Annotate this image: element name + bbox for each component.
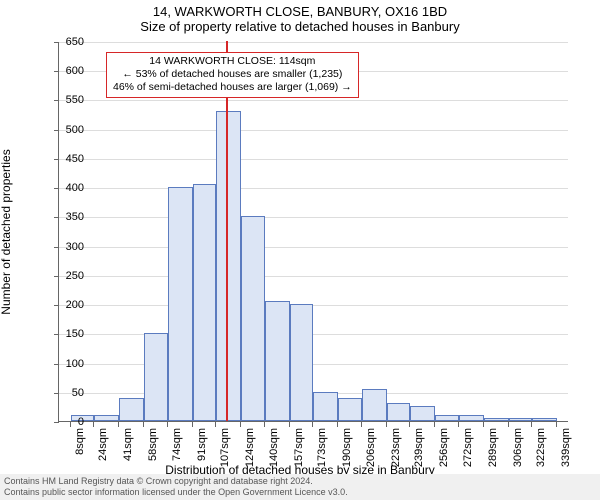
histogram-bar	[193, 184, 217, 421]
y-axis-label: Number of detached properties	[0, 149, 13, 314]
x-tick-label: 256sqm	[438, 428, 450, 467]
histogram-bar	[532, 418, 557, 421]
x-tick-label: 124sqm	[244, 428, 256, 467]
histogram-bar	[362, 389, 387, 421]
annotation-line2: ← 53% of detached houses are smaller (1,…	[113, 68, 352, 81]
histogram-bar	[119, 398, 144, 421]
x-tick-label: 190sqm	[341, 428, 353, 467]
x-tick-mark	[312, 422, 313, 427]
histogram-bar	[241, 216, 265, 421]
x-tick-mark	[215, 422, 216, 427]
x-tick-label: 223sqm	[390, 428, 402, 467]
histogram-bar	[313, 392, 338, 421]
x-tick-mark	[409, 422, 410, 427]
chart-title-sub: Size of property relative to detached ho…	[0, 19, 600, 34]
histogram-bar	[410, 406, 435, 421]
x-tick-mark	[337, 422, 338, 427]
y-tick-label: 400	[50, 182, 84, 194]
y-tick-label: 150	[50, 328, 84, 340]
x-tick-mark	[386, 422, 387, 427]
x-tick-label: 289sqm	[487, 428, 499, 467]
annotation-line1: 14 WARKWORTH CLOSE: 114sqm	[113, 55, 352, 68]
y-tick-label: 100	[50, 358, 84, 370]
x-tick-label: 206sqm	[365, 428, 377, 467]
plot-area	[58, 42, 568, 422]
grid-line	[59, 42, 568, 43]
x-tick-mark	[240, 422, 241, 427]
x-tick-label: 74sqm	[171, 428, 183, 461]
chart-title-main: 14, WARKWORTH CLOSE, BANBURY, OX16 1BD	[0, 0, 600, 19]
y-tick-label: 200	[50, 299, 84, 311]
x-tick-label: 157sqm	[293, 428, 305, 467]
x-tick-label: 24sqm	[97, 428, 109, 461]
y-tick-label: 300	[50, 241, 84, 253]
grid-line	[59, 276, 568, 277]
grid-line	[59, 159, 568, 160]
x-tick-mark	[508, 422, 509, 427]
x-tick-mark	[118, 422, 119, 427]
y-tick-label: 350	[50, 211, 84, 223]
x-tick-mark	[264, 422, 265, 427]
x-tick-label: 272sqm	[462, 428, 474, 467]
x-tick-mark	[361, 422, 362, 427]
annotation-line3: 46% of semi-detached houses are larger (…	[113, 81, 352, 94]
grid-line	[59, 364, 568, 365]
histogram-bar	[144, 333, 168, 421]
y-tick-label: 0	[50, 416, 84, 428]
y-tick-label: 450	[50, 153, 84, 165]
x-tick-label: 173sqm	[316, 428, 328, 467]
y-tick-label: 500	[50, 124, 84, 136]
y-tick-label: 600	[50, 65, 84, 77]
grid-line	[59, 247, 568, 248]
x-tick-mark	[483, 422, 484, 427]
footer-attribution: Contains HM Land Registry data © Crown c…	[0, 474, 600, 500]
x-tick-label: 91sqm	[196, 428, 208, 461]
grid-line	[59, 217, 568, 218]
y-tick-label: 650	[50, 36, 84, 48]
x-tick-mark	[167, 422, 168, 427]
y-tick-label: 50	[50, 387, 84, 399]
x-tick-label: 306sqm	[512, 428, 524, 467]
histogram-bar	[484, 418, 509, 421]
x-tick-mark	[458, 422, 459, 427]
histogram-bar	[265, 301, 290, 421]
histogram-bar	[168, 187, 193, 421]
x-tick-label: 322sqm	[535, 428, 547, 467]
x-tick-label: 107sqm	[219, 428, 231, 467]
annotation-box: 14 WARKWORTH CLOSE: 114sqm ← 53% of deta…	[106, 52, 359, 98]
grid-line	[59, 100, 568, 101]
grid-line	[59, 130, 568, 131]
x-tick-mark	[531, 422, 532, 427]
x-tick-mark	[93, 422, 94, 427]
grid-line	[59, 305, 568, 306]
x-tick-mark	[289, 422, 290, 427]
x-tick-label: 239sqm	[413, 428, 425, 467]
grid-line	[59, 334, 568, 335]
histogram-bar	[216, 111, 241, 421]
x-tick-label: 339sqm	[560, 428, 572, 467]
x-tick-label: 8sqm	[74, 428, 86, 455]
x-tick-label: 140sqm	[268, 428, 280, 467]
x-tick-mark	[143, 422, 144, 427]
x-tick-mark	[434, 422, 435, 427]
x-tick-label: 58sqm	[147, 428, 159, 461]
footer-line2: Contains public sector information licen…	[4, 487, 596, 498]
grid-line	[59, 188, 568, 189]
histogram-bar	[338, 398, 362, 421]
histogram-bar	[94, 415, 119, 421]
x-tick-mark	[556, 422, 557, 427]
histogram-bar	[290, 304, 314, 421]
x-tick-mark	[192, 422, 193, 427]
y-tick-label: 550	[50, 94, 84, 106]
chart-area: 14 WARKWORTH CLOSE: 114sqm ← 53% of deta…	[58, 42, 568, 422]
y-tick-label: 250	[50, 270, 84, 282]
histogram-bar	[435, 415, 459, 421]
histogram-bar	[459, 415, 484, 421]
x-tick-label: 41sqm	[122, 428, 134, 461]
histogram-bar	[387, 403, 411, 421]
footer-line1: Contains HM Land Registry data © Crown c…	[4, 476, 596, 487]
histogram-bar	[509, 418, 533, 421]
